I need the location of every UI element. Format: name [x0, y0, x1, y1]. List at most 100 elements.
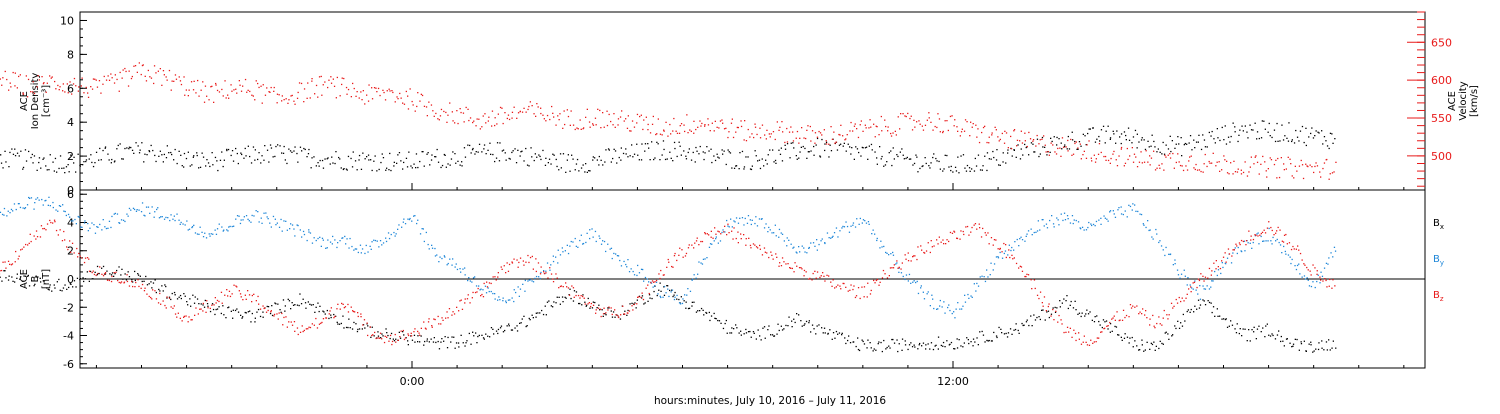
data-point	[1067, 215, 1068, 216]
data-point	[37, 170, 38, 171]
data-point	[556, 159, 557, 160]
data-point	[873, 280, 874, 281]
data-point	[1316, 281, 1317, 282]
data-point	[806, 130, 807, 131]
data-point	[1330, 252, 1331, 253]
data-point	[1166, 332, 1167, 333]
data-point	[706, 146, 707, 147]
data-point	[669, 290, 670, 291]
data-point	[19, 279, 20, 280]
data-point	[944, 346, 945, 347]
data-point	[586, 305, 587, 306]
data-point	[1115, 143, 1116, 144]
data-point	[294, 331, 295, 332]
data-point	[1151, 236, 1152, 237]
data-point	[998, 257, 999, 258]
data-point	[876, 157, 877, 158]
data-point	[1200, 299, 1201, 300]
data-point	[582, 294, 583, 295]
data-point	[968, 343, 969, 344]
data-point	[810, 242, 811, 243]
data-point	[674, 297, 675, 298]
data-point	[141, 211, 142, 212]
data-point	[1071, 155, 1072, 156]
data-point	[1285, 254, 1286, 255]
data-point	[773, 259, 774, 260]
data-point	[123, 69, 124, 70]
data-point	[115, 213, 116, 214]
data-point	[768, 227, 769, 228]
data-point	[365, 158, 366, 159]
data-point	[332, 162, 333, 163]
data-point	[1301, 343, 1302, 344]
data-point	[15, 73, 16, 74]
data-point	[273, 156, 274, 157]
data-point	[639, 272, 640, 273]
data-point	[533, 281, 534, 282]
data-point	[771, 133, 772, 134]
data-point	[1238, 169, 1239, 170]
data-point	[367, 335, 368, 336]
data-point	[1232, 325, 1233, 326]
data-point	[1307, 166, 1308, 167]
data-point	[970, 295, 971, 296]
data-point	[1249, 125, 1250, 126]
data-point	[313, 156, 314, 157]
data-point	[619, 260, 620, 261]
data-point	[917, 348, 918, 349]
data-point	[1010, 328, 1011, 329]
data-point	[1229, 141, 1230, 142]
data-point	[220, 160, 221, 161]
data-point	[245, 79, 246, 80]
data-point	[435, 156, 436, 157]
data-point	[674, 255, 675, 256]
data-point	[881, 156, 882, 157]
data-point	[1204, 300, 1205, 301]
data-point	[1015, 329, 1016, 330]
data-point	[533, 317, 534, 318]
data-point	[1093, 224, 1094, 225]
data-point	[366, 95, 367, 96]
data-point	[221, 313, 222, 314]
data-point	[604, 241, 605, 242]
data-point	[1269, 123, 1270, 124]
data-point	[355, 248, 356, 249]
data-point	[521, 151, 522, 152]
data-point	[624, 314, 625, 315]
data-point	[544, 118, 545, 119]
data-point	[427, 338, 428, 339]
data-point	[343, 304, 344, 305]
data-point	[1128, 128, 1129, 129]
data-point	[426, 154, 427, 155]
data-point	[149, 283, 150, 284]
data-point	[436, 254, 437, 255]
data-point	[72, 286, 73, 287]
data-point	[1024, 144, 1025, 145]
data-point	[86, 159, 87, 160]
data-point	[765, 160, 766, 161]
data-point	[538, 106, 539, 107]
data-point	[84, 222, 85, 223]
data-point	[1061, 148, 1062, 149]
data-point	[232, 293, 233, 294]
data-point	[789, 157, 790, 158]
data-point	[346, 327, 347, 328]
data-point	[4, 270, 5, 271]
data-point	[988, 142, 989, 143]
data-point	[974, 283, 975, 284]
data-point	[637, 155, 638, 156]
data-point	[1001, 251, 1002, 252]
data-point	[419, 161, 420, 162]
data-point	[547, 302, 548, 303]
data-point	[461, 161, 462, 162]
data-point	[954, 231, 955, 232]
data-point	[1151, 158, 1152, 159]
data-point	[765, 223, 766, 224]
data-point	[1241, 251, 1242, 252]
data-point	[750, 247, 751, 248]
data-point	[181, 84, 182, 85]
data-point	[917, 246, 918, 247]
data-point	[637, 300, 638, 301]
data-point	[742, 151, 743, 152]
data-point	[417, 220, 418, 221]
